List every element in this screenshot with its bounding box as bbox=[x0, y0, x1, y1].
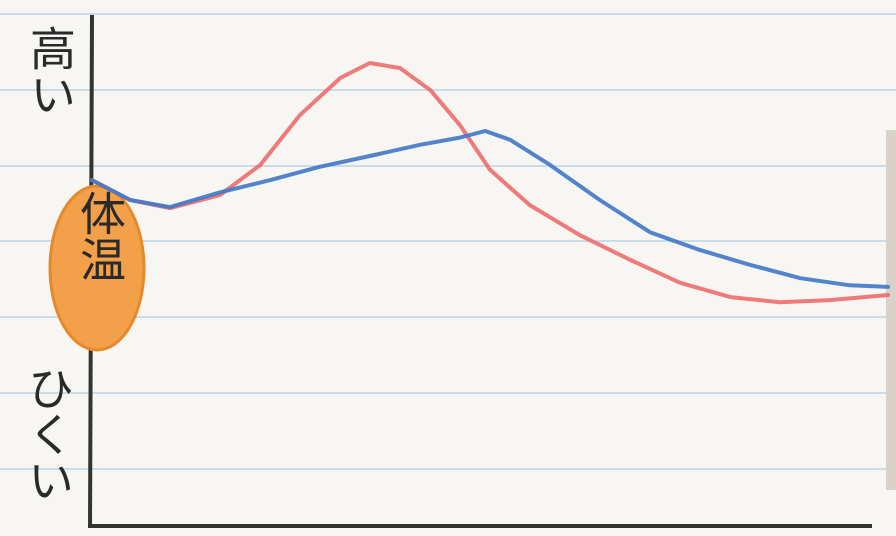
page: {"chart_data": {"type": "line", "y_axis_… bbox=[0, 0, 896, 536]
edge-strip bbox=[886, 130, 896, 490]
y-label-high: 高い bbox=[23, 25, 77, 117]
y-label-low: ひくい bbox=[21, 365, 75, 503]
annotation: 体温 bbox=[73, 190, 127, 282]
chart: 体温 高い ひくい bbox=[0, 0, 896, 536]
